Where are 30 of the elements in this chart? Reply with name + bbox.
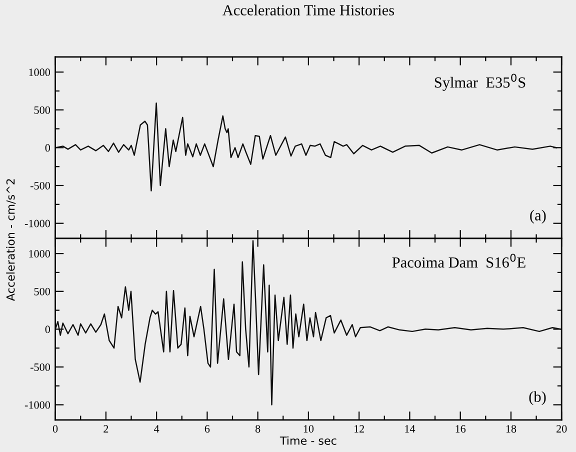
annotation: (b) — [529, 391, 546, 406]
annotation: Sylmar E35$^{0}$S — [434, 74, 526, 91]
x-tick-label: 10 — [304, 425, 314, 433]
y-tick-label: -500 — [30, 363, 50, 371]
x-tick-label: 14 — [405, 425, 416, 432]
chart-title: Acceleration Time Histories — [222, 4, 394, 16]
annotation: Pacoima Dam S16$^{0}$E — [392, 254, 526, 268]
x-tick-label: 20 — [556, 425, 567, 433]
x-tick-label: 18 — [506, 425, 516, 433]
x-tick-label: 8 — [255, 425, 260, 433]
y-tick-label: 500 — [34, 288, 50, 296]
y-axis-title: Acceleration - cm/s^2 — [6, 179, 16, 301]
x-tick-label: 12 — [354, 425, 364, 432]
x-tick-label: 2 — [104, 425, 108, 432]
annotation: (a) — [530, 210, 546, 224]
y-tick-label: 500 — [34, 106, 50, 114]
y-tick-label: -500 — [30, 182, 50, 190]
x-axis-title: Time - sec — [280, 436, 336, 445]
y-tick-label: 0 — [45, 144, 50, 152]
line-series — [55, 102, 558, 192]
x-tick-label: 4 — [154, 425, 160, 432]
y-tick-label: -1000 — [24, 401, 50, 409]
y-tick-label: 1000 — [29, 68, 50, 76]
x-tick-label: 16 — [456, 425, 466, 433]
y-tick-label: 0 — [45, 326, 50, 334]
x-tick-label: 6 — [204, 425, 210, 433]
line-series — [55, 240, 562, 406]
x-tick-label: 0 — [52, 425, 58, 433]
y-tick-label: -1000 — [24, 220, 50, 228]
y-tick-label: 1000 — [29, 250, 50, 258]
